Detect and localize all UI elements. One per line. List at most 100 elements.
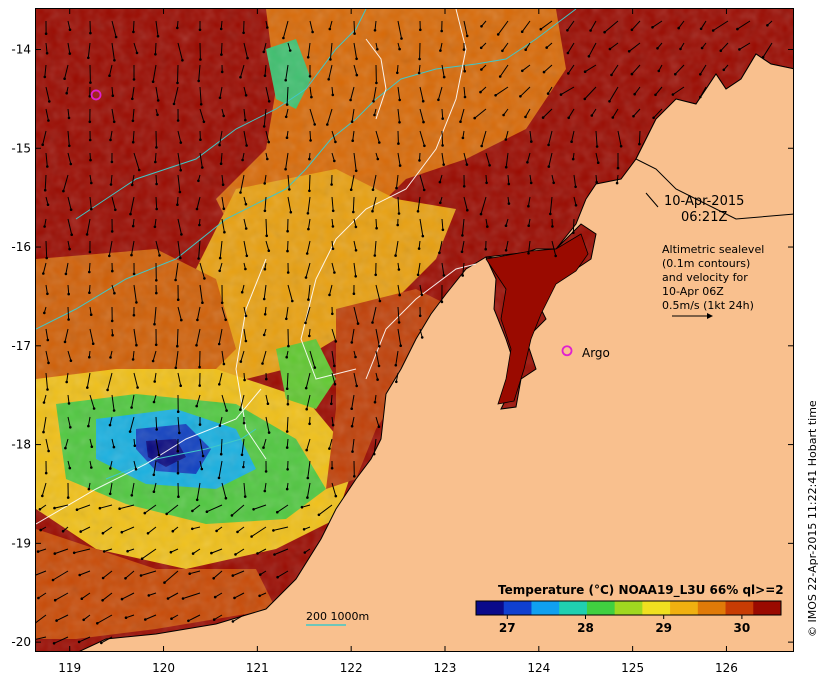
velocity-arrow-head — [306, 476, 310, 480]
velocity-arrow-head — [286, 402, 290, 406]
velocity-arrow-head — [48, 100, 51, 103]
lon-tick-label: 122 — [340, 661, 363, 675]
velocity-arrow-head — [327, 78, 331, 81]
velocity-arrow — [631, 64, 641, 75]
velocity-arrow — [177, 416, 180, 433]
velocity-arrow-head — [552, 181, 555, 185]
map-plot-area[interactable]: 200 1000m 10-Apr-2015 06:21Z Altimetric … — [35, 8, 794, 652]
velocity-arrow-head — [196, 318, 199, 322]
velocity-arrow — [441, 108, 444, 119]
velocity-arrow — [351, 394, 355, 409]
velocity-arrow — [177, 64, 179, 83]
velocity-arrow-head — [201, 166, 204, 169]
velocity-arrow — [463, 196, 468, 211]
velocity-arrow-head — [220, 53, 223, 56]
velocity-arrow — [235, 548, 245, 555]
velocity-arrow — [309, 20, 314, 33]
velocity-arrow — [331, 416, 334, 426]
velocity-arrow-head — [547, 165, 551, 168]
velocity-arrow-head — [88, 291, 91, 295]
velocity-arrow — [37, 548, 47, 553]
velocity-arrow — [331, 372, 336, 385]
velocity-arrow-head — [504, 224, 508, 227]
argo-marker-0[interactable] — [90, 89, 102, 101]
velocity-arrow-head — [69, 426, 72, 429]
velocity-arrow — [529, 130, 532, 142]
velocity-arrow-head — [156, 34, 160, 38]
argo-marker-1[interactable] — [561, 345, 573, 357]
velocity-arrow — [192, 548, 201, 555]
velocity-arrow — [329, 284, 333, 296]
velocity-arrow — [395, 240, 399, 256]
velocity-arrow — [588, 42, 597, 57]
velocity-arrow-head — [218, 269, 221, 273]
velocity-arrow — [45, 240, 48, 259]
velocity-arrow-head — [77, 640, 81, 644]
velocity-arrow-head — [439, 49, 442, 52]
velocity-arrow — [286, 372, 289, 389]
velocity-arrow-head — [67, 318, 70, 321]
velocity-arrow-head — [241, 158, 244, 162]
velocity-arrow-head — [378, 345, 381, 348]
velocity-arrow — [177, 306, 182, 321]
velocity-arrow-head — [570, 140, 573, 143]
velocity-arrow-head — [527, 252, 530, 255]
velocity-arrow-head — [371, 188, 375, 191]
bathy-200m — [75, 9, 367, 220]
velocity-arrow — [352, 196, 355, 213]
velocity-arrow-head — [137, 168, 141, 172]
velocity-arrow — [372, 306, 377, 323]
velocity-arrow — [52, 570, 69, 581]
velocity-arrow — [616, 174, 619, 184]
velocity-arrow-head — [195, 404, 198, 408]
velocity-arrow — [111, 20, 117, 38]
velocity-arrow-head — [630, 28, 634, 32]
velocity-arrow — [397, 306, 400, 323]
velocity-arrow-head — [566, 29, 569, 32]
velocity-arrow — [306, 482, 311, 498]
velocity-arrow-head — [349, 98, 352, 102]
velocity-arrow — [97, 614, 113, 624]
velocity-arrow — [67, 196, 72, 210]
velocity-arrow — [573, 196, 577, 206]
date-label: 10-Apr-2015 — [664, 194, 744, 209]
velocity-arrow — [81, 592, 91, 600]
velocity-arrow-head — [230, 514, 234, 517]
velocity-arrow — [609, 86, 619, 102]
velocity-arrow — [251, 526, 267, 537]
velocity-arrow — [277, 504, 289, 513]
velocity-arrow — [329, 20, 333, 30]
velocity-arrow-head — [243, 495, 247, 498]
velocity-arrow-head — [463, 95, 467, 99]
velocity-arrow — [674, 64, 685, 75]
velocity-arrow-head — [651, 26, 654, 29]
velocity-arrow — [38, 592, 47, 599]
velocity-arrow — [264, 174, 267, 184]
velocity-arrow-head — [417, 71, 421, 75]
velocity-arrow-head — [700, 46, 704, 50]
velocity-arrow-head — [524, 48, 527, 51]
velocity-arrow-head — [129, 212, 132, 216]
velocity-arrow — [328, 438, 333, 449]
velocity-arrow-head — [355, 384, 359, 388]
velocity-arrow-head — [222, 114, 225, 118]
velocity-arrow — [463, 20, 468, 37]
velocity-arrow — [130, 196, 135, 215]
velocity-arrow-head — [198, 365, 201, 369]
bathymetry-contours — [36, 9, 577, 480]
velocity-arrow-head — [308, 334, 311, 338]
velocity-arrow — [199, 152, 203, 168]
velocity-arrow — [395, 350, 399, 366]
velocity-arrow-head — [330, 466, 334, 470]
colorbar-swatch — [670, 601, 699, 615]
velocity-arrow — [318, 504, 333, 516]
velocity-arrow — [419, 130, 425, 146]
velocity-arrow-head — [197, 257, 200, 260]
velocity-arrow — [309, 108, 316, 125]
velocity-arrow-head — [263, 182, 266, 185]
velocity-arrow-head — [218, 96, 222, 100]
velocity-arrow-head — [441, 228, 445, 232]
velocity-arrow — [188, 614, 201, 622]
velocity-arrow-head — [53, 598, 57, 602]
velocity-arrow — [177, 218, 182, 235]
